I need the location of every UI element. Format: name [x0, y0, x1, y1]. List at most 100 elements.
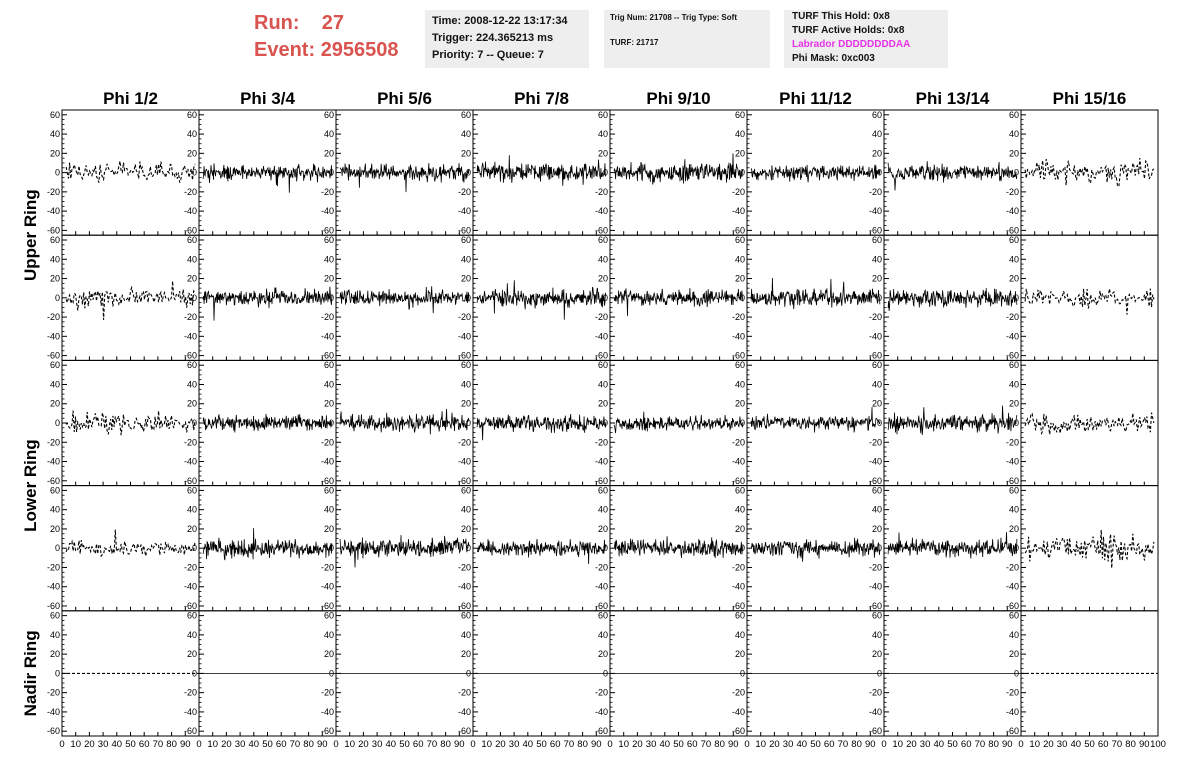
x-tick-label: 20 [769, 739, 780, 750]
y-tick-label: 0 [877, 168, 882, 178]
y-tick-label: 60 [324, 235, 334, 245]
y-tick-label: 0 [466, 543, 471, 553]
waveform-trace [887, 288, 1018, 312]
y-tick-label: -40 [47, 582, 60, 592]
y-tick-label: 40 [187, 129, 197, 139]
y-tick-label: 40 [324, 254, 334, 264]
waveform-trace [202, 528, 333, 561]
y-tick-label: -60 [869, 476, 882, 486]
y-tick-label: 40 [50, 630, 60, 640]
y-tick-label: -60 [321, 476, 334, 486]
x-tick-label: 60 [687, 739, 698, 750]
run-label: Run: [254, 12, 300, 34]
y-tick-label: -20 [321, 187, 334, 197]
y-tick-label: 0 [740, 543, 745, 553]
x-tick-label: 10 [481, 739, 492, 750]
x-tick-label: 80 [166, 739, 177, 750]
y-tick-label: 0 [877, 668, 882, 678]
y-tick-label: 40 [187, 379, 197, 389]
x-tick-label: 10 [207, 739, 218, 750]
x-tick-label: 80 [577, 739, 588, 750]
x-tick-label: 80 [303, 739, 314, 750]
y-tick-label: 0 [192, 418, 197, 428]
ring-label: Upper Ring [21, 189, 40, 281]
y-tick-label: -40 [595, 206, 608, 216]
x-tick-label: 0 [196, 739, 201, 750]
y-tick-label: -20 [595, 688, 608, 698]
x-tick-label: 60 [413, 739, 424, 750]
y-tick-label: -20 [47, 187, 60, 197]
y-tick-label: 20 [598, 524, 608, 534]
y-tick-label: -20 [184, 437, 197, 447]
y-tick-label: 20 [50, 399, 60, 409]
x-tick-label: 40 [797, 739, 808, 750]
event-line: Event: 2956508 [254, 37, 399, 64]
x-tick-label: 20 [358, 739, 369, 750]
x-tick-label: 30 [646, 739, 657, 750]
y-tick-label: 60 [324, 485, 334, 495]
x-tick-label: 0 [333, 739, 338, 750]
y-tick-label: 40 [50, 129, 60, 139]
waveform-trace [1024, 288, 1155, 315]
x-tick-label: 0 [744, 739, 749, 750]
y-tick-label: -20 [321, 437, 334, 447]
y-tick-label: -20 [1006, 312, 1019, 322]
x-tick-label: 0 [881, 739, 886, 750]
x-tick-label: 40 [660, 739, 671, 750]
y-tick-label: 20 [735, 524, 745, 534]
y-tick-label: -40 [47, 457, 60, 467]
y-tick-label: 20 [1009, 274, 1019, 284]
event-value: 2956508 [320, 39, 399, 61]
y-tick-label: 0 [329, 168, 334, 178]
y-tick-label: 40 [872, 379, 882, 389]
y-tick-label: 20 [187, 649, 197, 659]
y-tick-label: 20 [1009, 524, 1019, 534]
y-tick-label: -60 [47, 476, 60, 486]
y-tick-label: 60 [461, 611, 471, 621]
x-tick-label: 0 [59, 739, 64, 750]
y-tick-label: 40 [324, 129, 334, 139]
event-header: Run: 27 Event: 2956508 Time: 2008-12-22 … [0, 0, 1196, 80]
y-tick-label: 40 [461, 505, 471, 515]
y-tick-label: -20 [595, 562, 608, 572]
priority-text: Priority: 7 -- Queue: 7 [432, 49, 544, 61]
waveform-trace [476, 155, 607, 186]
y-tick-label: 40 [324, 505, 334, 515]
y-tick-label: 0 [1014, 668, 1019, 678]
y-tick-label: -40 [869, 206, 882, 216]
x-tick-label: 30 [509, 739, 520, 750]
x-tick-label: 80 [851, 739, 862, 750]
y-tick-label: 0 [55, 668, 60, 678]
y-tick-label: -60 [458, 351, 471, 361]
y-tick-label: -20 [47, 562, 60, 572]
y-tick-label: 60 [598, 611, 608, 621]
y-tick-label: 40 [735, 505, 745, 515]
x-tick-label: 90 [591, 739, 602, 750]
waveform-trace [613, 288, 744, 316]
y-tick-label: 20 [187, 524, 197, 534]
y-tick-label: 20 [324, 274, 334, 284]
y-tick-label: 40 [598, 379, 608, 389]
x-tick-label: 70 [427, 739, 438, 750]
y-tick-label: -60 [732, 225, 745, 235]
y-tick-label: -60 [595, 476, 608, 486]
x-tick-label: 10 [344, 739, 355, 750]
y-tick-label: 40 [872, 505, 882, 515]
waveform-trace [613, 411, 744, 434]
y-tick-label: 20 [461, 274, 471, 284]
x-tick-label: 100 [1150, 739, 1166, 750]
x-tick-label: 0 [1018, 739, 1023, 750]
waveform-trace [65, 281, 196, 320]
x-tick-label: 70 [975, 739, 986, 750]
x-tick-label: 60 [276, 739, 287, 750]
y-tick-label: 60 [50, 485, 60, 495]
y-tick-label: 0 [740, 668, 745, 678]
waveform-trace [887, 405, 1018, 436]
y-tick-label: -20 [1006, 187, 1019, 197]
x-tick-label: 70 [701, 739, 712, 750]
x-tick-label: 40 [934, 739, 945, 750]
y-tick-label: 60 [1009, 485, 1019, 495]
y-tick-label: -40 [1006, 582, 1019, 592]
y-tick-label: -40 [595, 707, 608, 717]
y-tick-label: 40 [735, 379, 745, 389]
